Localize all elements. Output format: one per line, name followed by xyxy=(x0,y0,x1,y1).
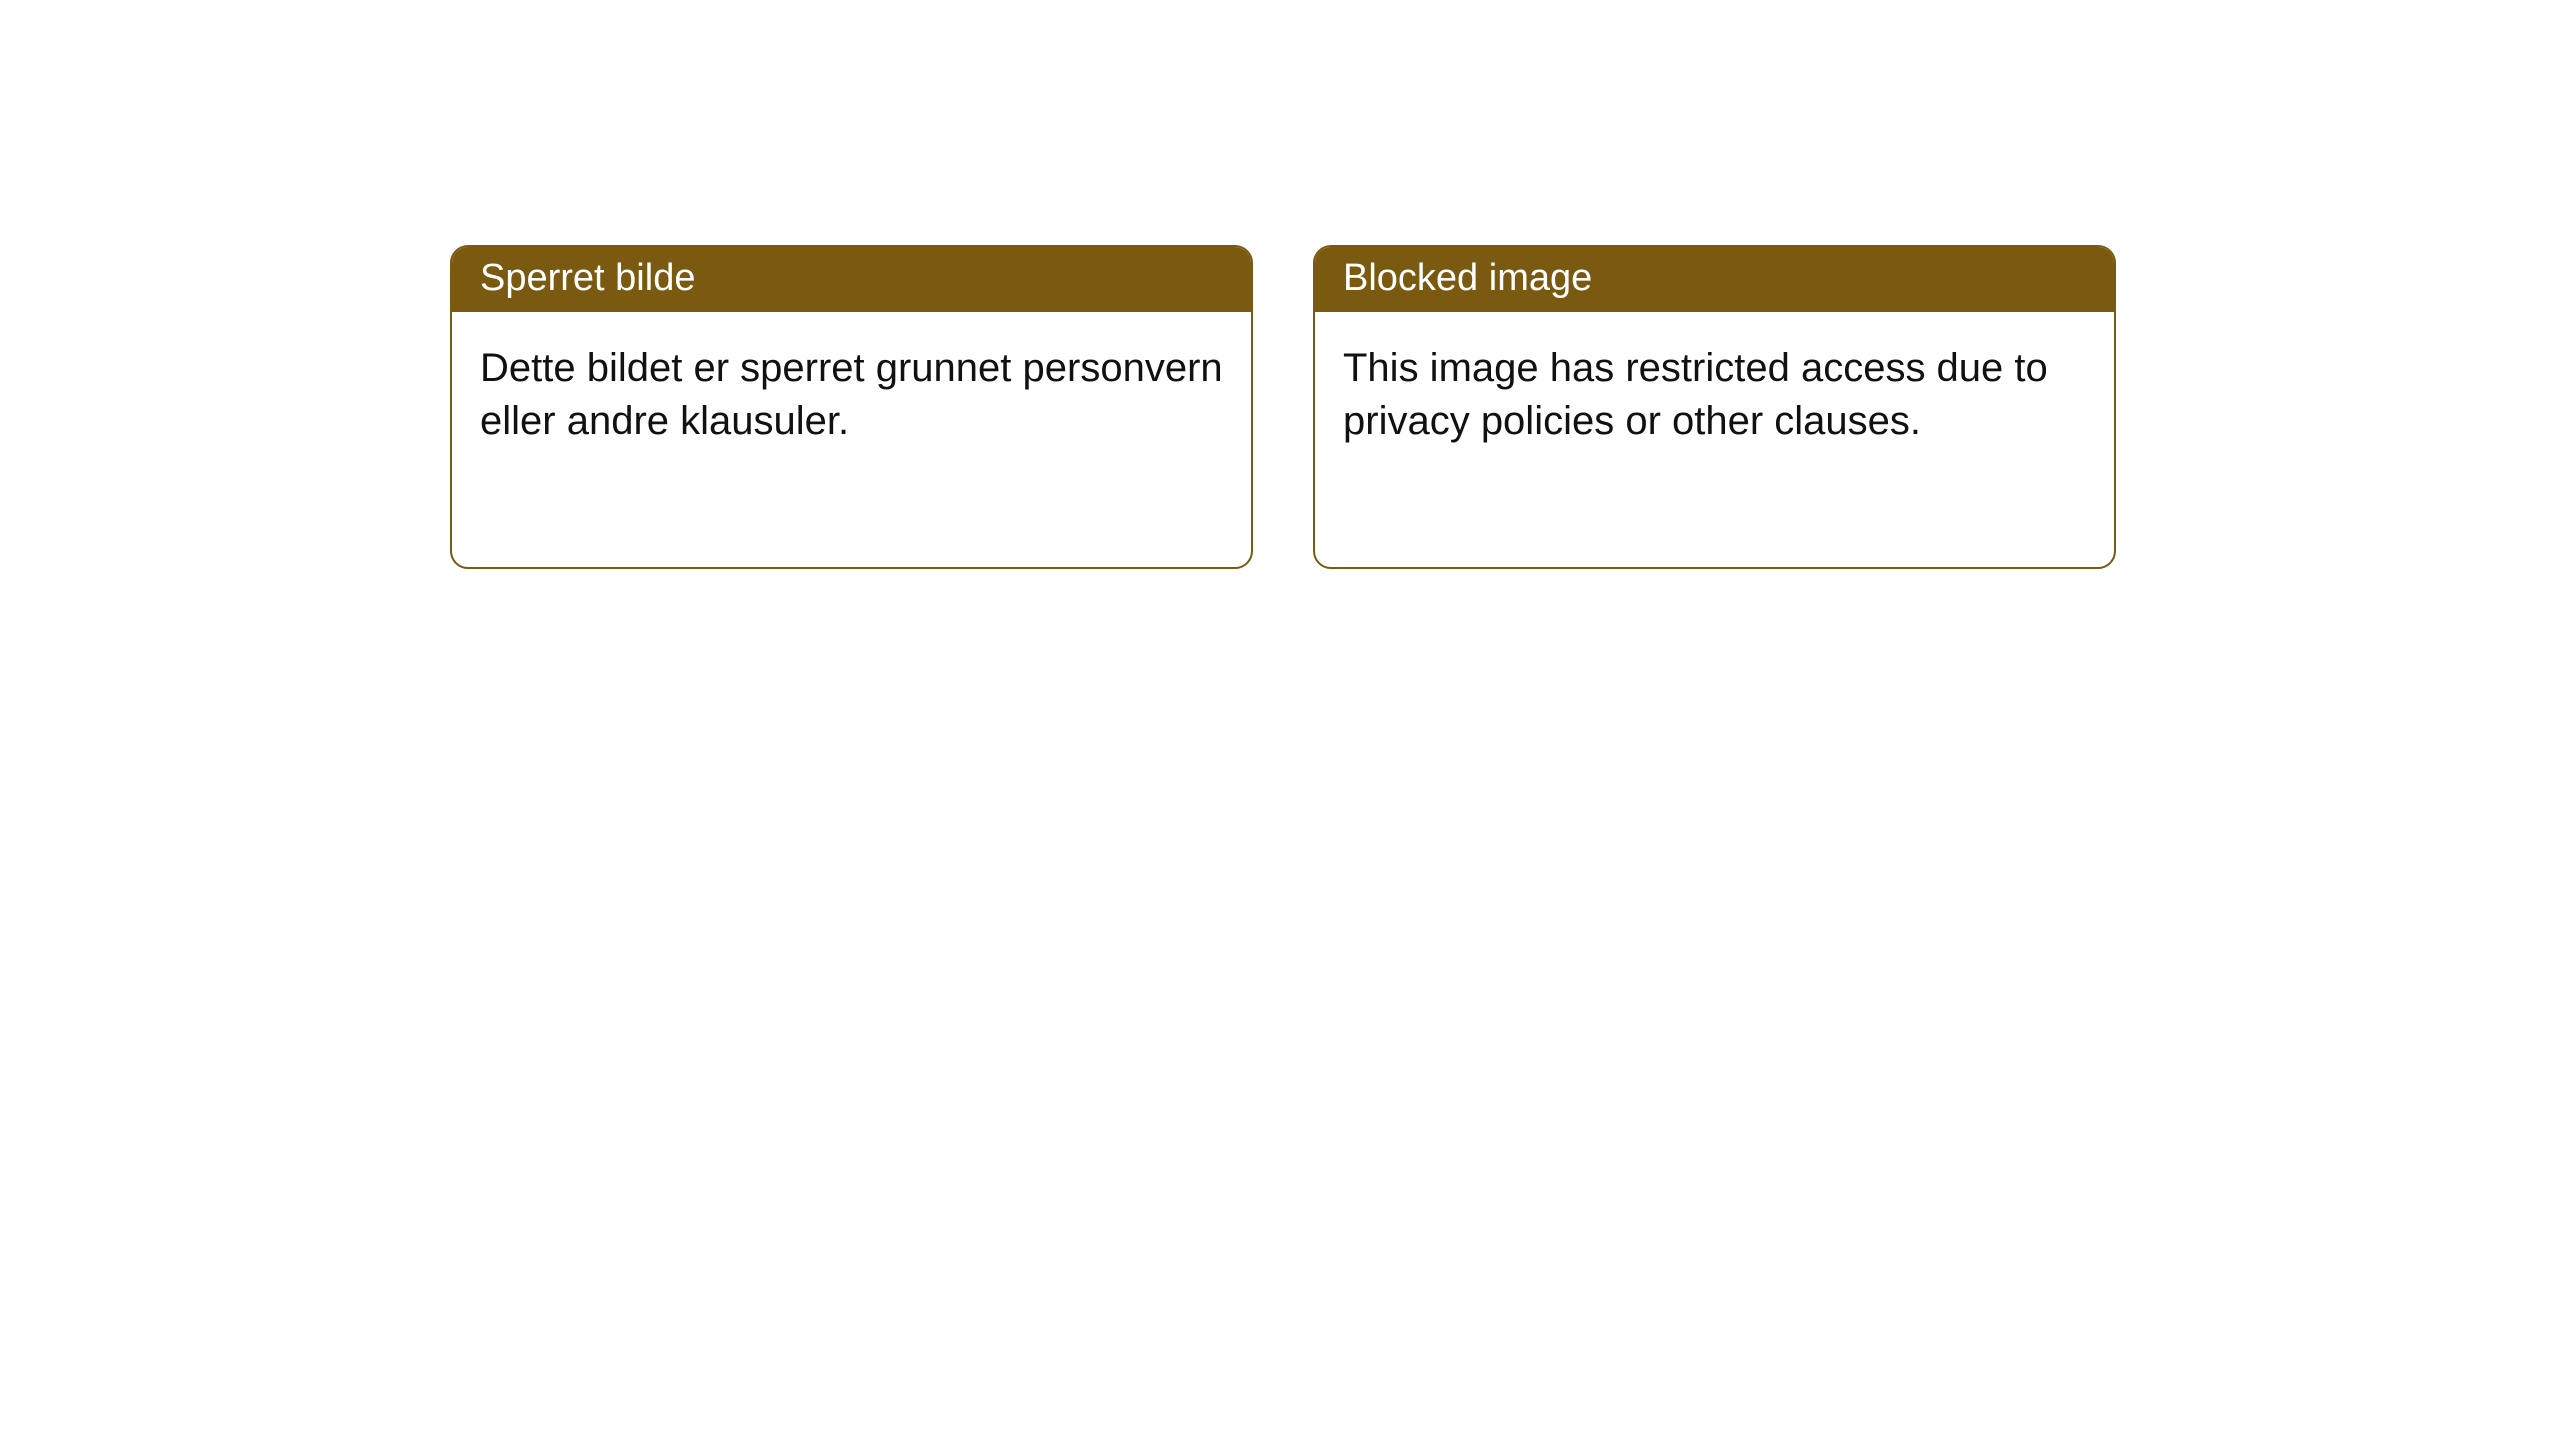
card-title-no: Sperret bilde xyxy=(452,247,1251,312)
blocked-image-card-no: Sperret bilde Dette bildet er sperret gr… xyxy=(450,245,1253,569)
card-body-en: This image has restricted access due to … xyxy=(1315,312,2114,567)
blocked-image-card-en: Blocked image This image has restricted … xyxy=(1313,245,2116,569)
notice-cards-container: Sperret bilde Dette bildet er sperret gr… xyxy=(450,245,2116,569)
card-title-en: Blocked image xyxy=(1315,247,2114,312)
card-body-no: Dette bildet er sperret grunnet personve… xyxy=(452,312,1251,567)
